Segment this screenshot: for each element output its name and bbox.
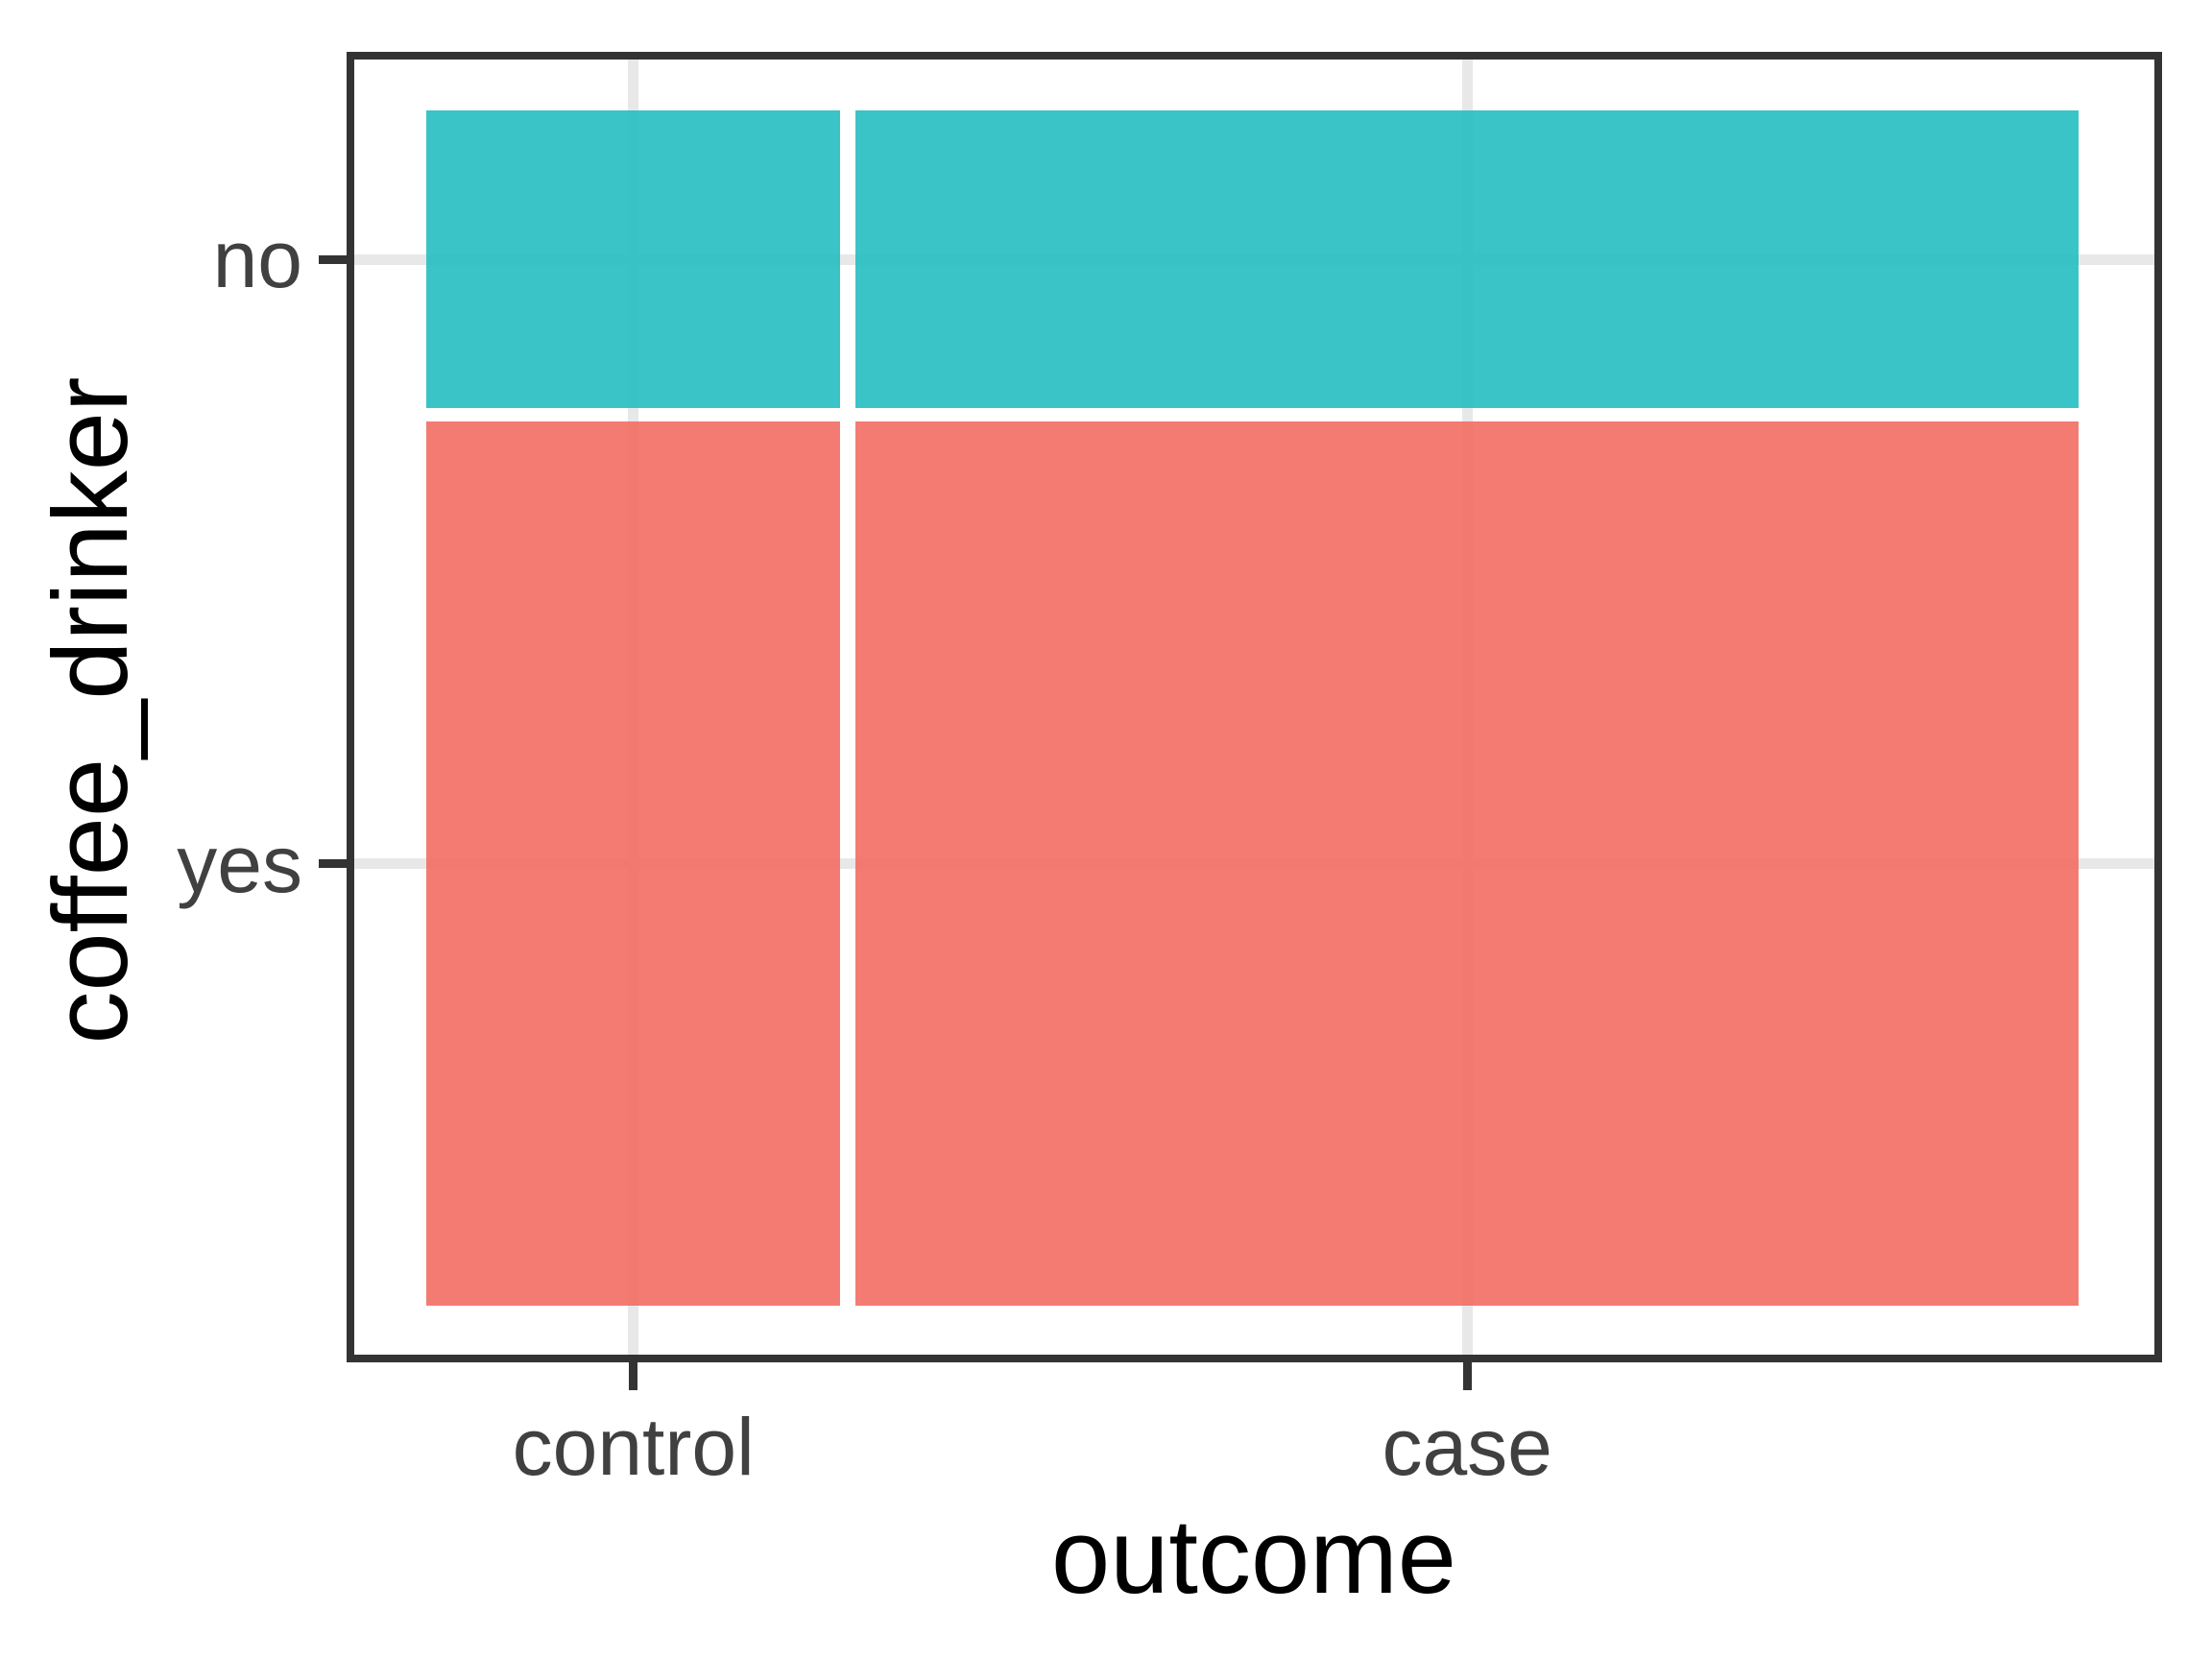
plot-panel [347,52,2162,1362]
y-tick-label-no: no [212,214,302,305]
x-tick-control [629,1362,638,1390]
x-tick-label-control: control [512,1402,755,1492]
mosaic-cell-control-yes [426,421,841,1306]
x-tick-case [1462,1362,1472,1390]
y-tick-no [319,254,347,264]
y-tick-yes [319,859,347,869]
mosaic-cell-case-no [855,110,2079,409]
x-axis-title: outcome [1051,1498,1456,1616]
x-tick-label-case: case [1382,1402,1552,1492]
mosaic-cell-control-no [426,110,841,409]
y-tick-label-yes: yes [177,818,302,909]
mosaic-cell-case-yes [855,421,2079,1306]
